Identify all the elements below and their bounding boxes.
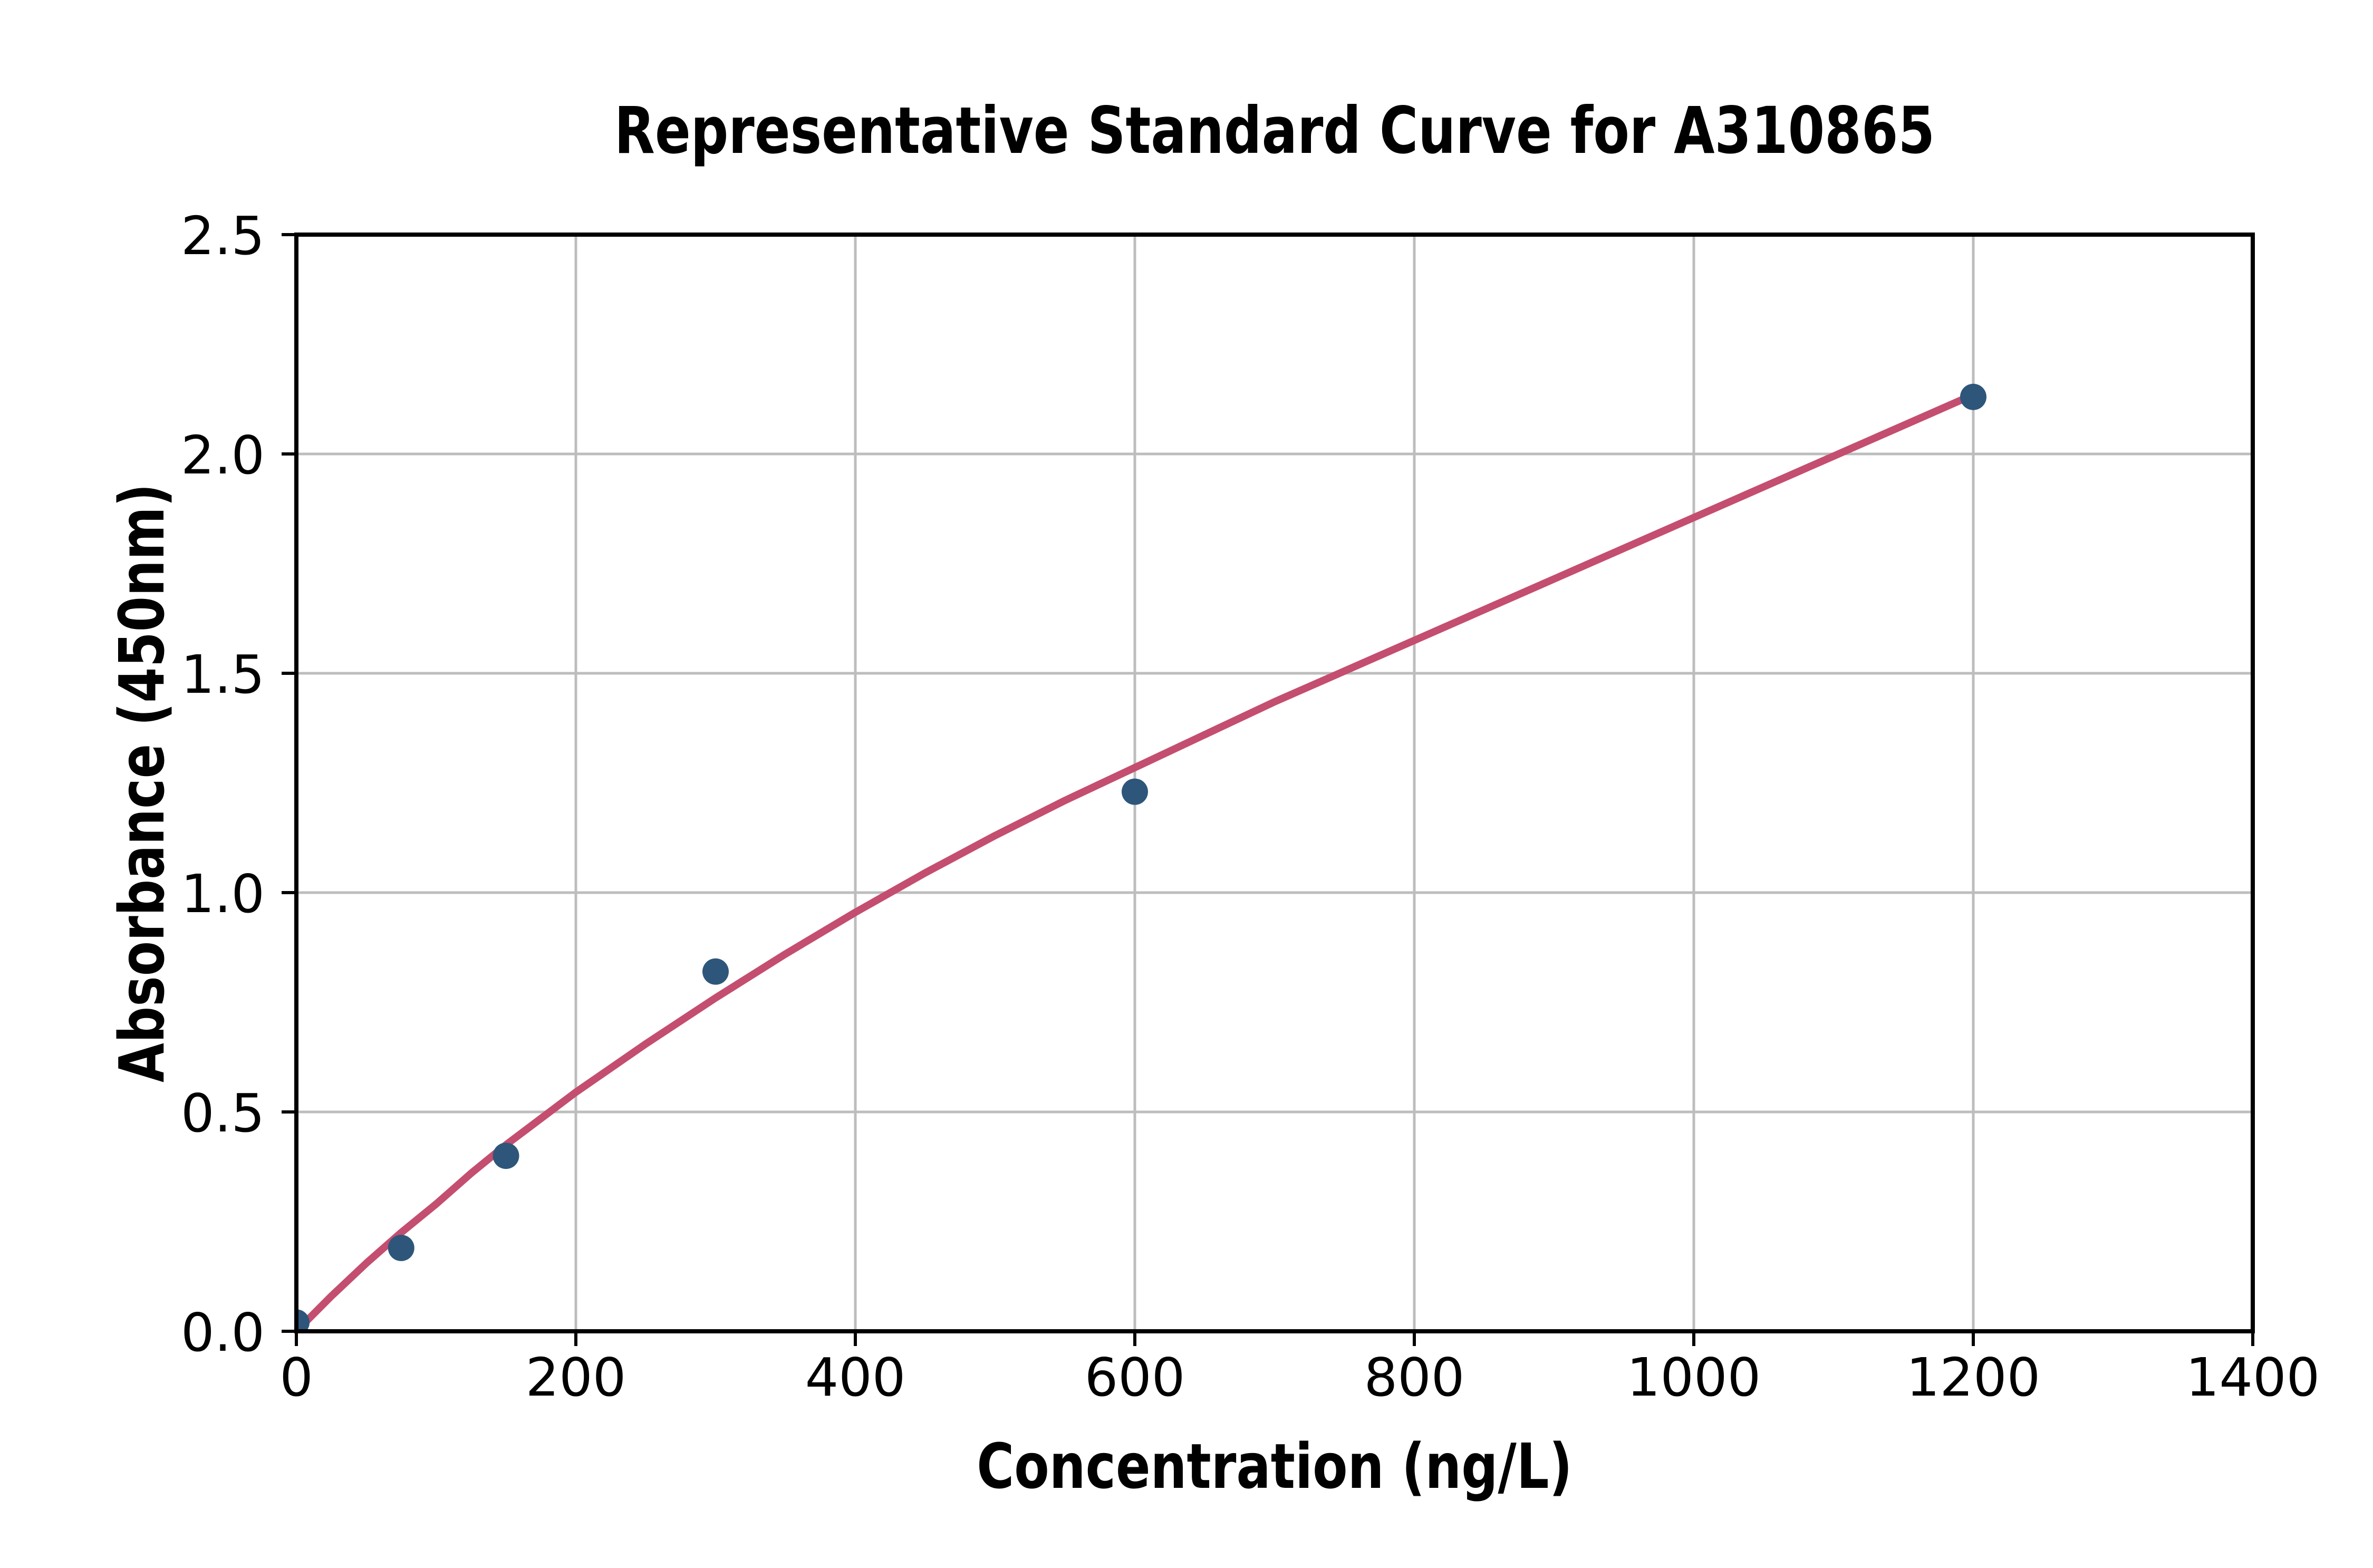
- chart-title: Representative Standard Curve for A31086…: [614, 93, 1935, 168]
- y-tick-label: 2.5: [181, 205, 265, 267]
- fit-curve-group: [296, 391, 1977, 1331]
- x-tick-label: 1400: [2186, 1347, 2320, 1408]
- data-point: [388, 1234, 414, 1261]
- x-tick-label: 0: [279, 1347, 313, 1408]
- data-point: [296, 1309, 310, 1331]
- x-tick-labels: 0 200 400 600 800 1000 1200 1400: [279, 1347, 2320, 1408]
- x-tick-label: 800: [1364, 1347, 1465, 1408]
- y-tick-label: 1.5: [181, 644, 265, 705]
- tick-marks: [282, 233, 2254, 1346]
- data-point: [1122, 778, 1148, 805]
- data-points-group: [296, 383, 1986, 1331]
- fitted-curve: [296, 391, 1977, 1331]
- y-tick-label: 1.0: [181, 863, 265, 925]
- x-tick-label: 600: [1085, 1347, 1185, 1408]
- y-tick-label: 0.0: [181, 1302, 265, 1363]
- x-tick-label: 1200: [1906, 1347, 2041, 1408]
- y-tick-label: 0.5: [181, 1082, 265, 1144]
- x-axis-label: Concentration (ng/L): [977, 1431, 1572, 1503]
- data-point: [702, 958, 729, 985]
- y-tick-label: 2.0: [181, 424, 265, 486]
- plot-border: [294, 233, 2255, 1333]
- x-tick-label: 1000: [1627, 1347, 1761, 1408]
- x-tick-label: 200: [526, 1347, 626, 1408]
- y-tick-labels: 0.0 0.5 1.0 1.5 2.0 2.5: [181, 205, 265, 1363]
- x-tick-label: 400: [805, 1347, 906, 1408]
- data-point: [1960, 383, 1986, 410]
- data-point: [493, 1143, 519, 1169]
- y-axis-label: Absorbance (450nm): [107, 483, 179, 1082]
